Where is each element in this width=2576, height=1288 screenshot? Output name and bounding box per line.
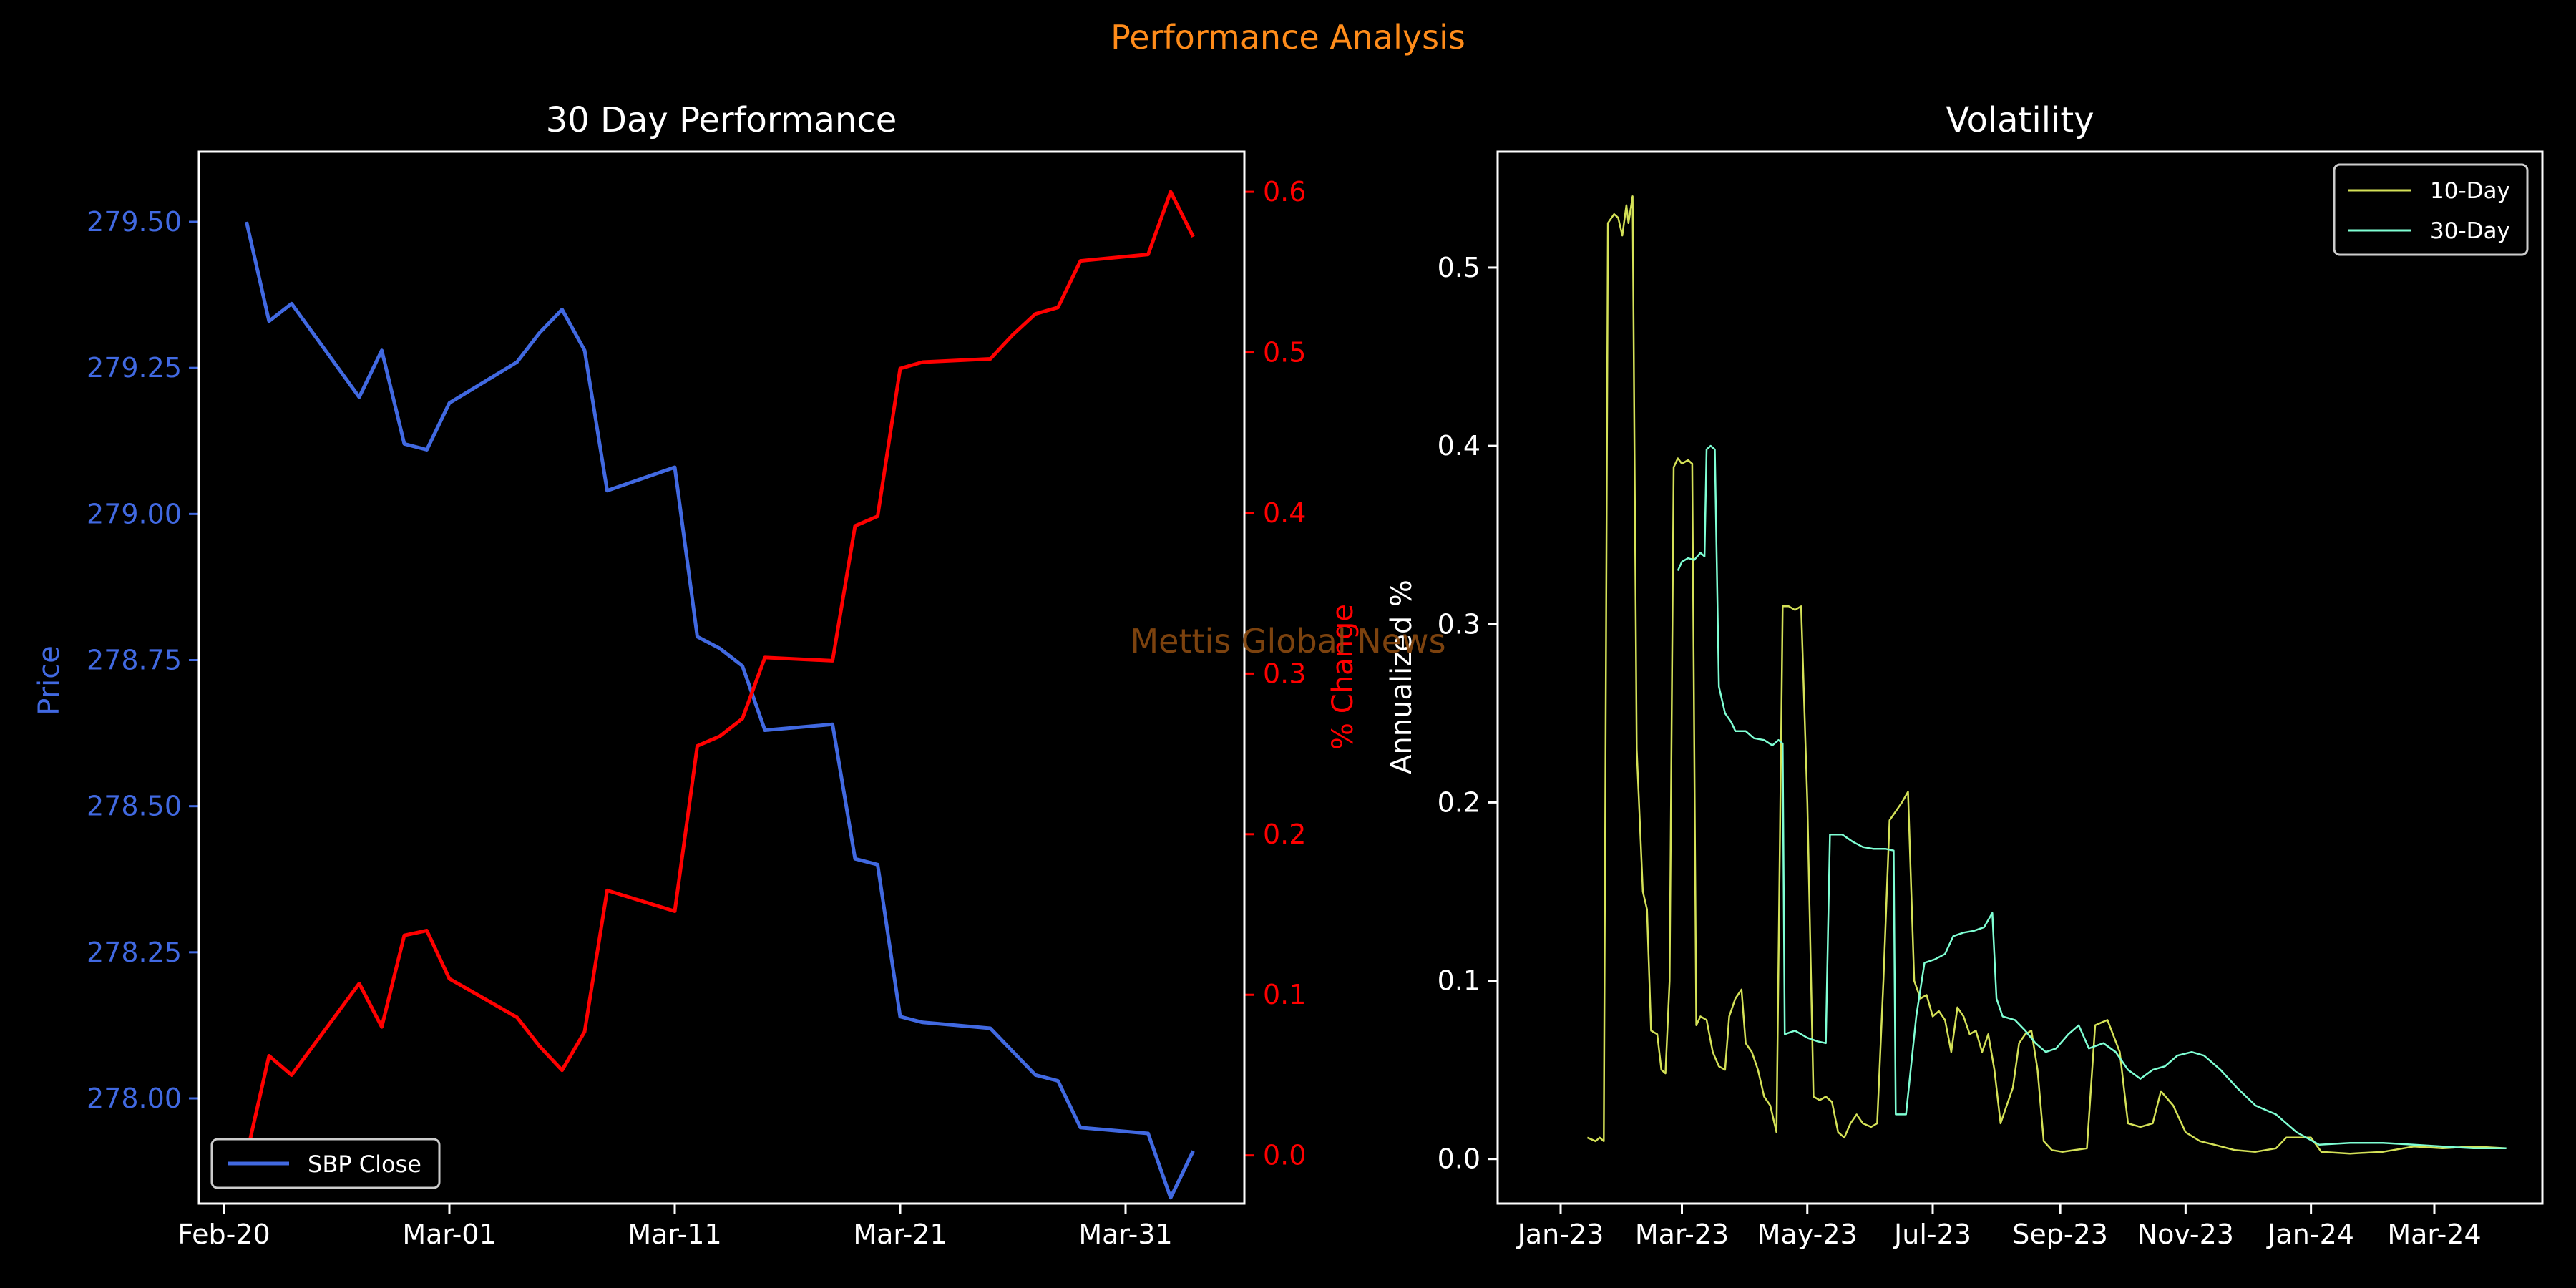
x-tick-label: Mar-24: [2387, 1219, 2481, 1250]
y-tick-label-left: 278.25: [87, 937, 182, 968]
x-tick-label: Nov-23: [2137, 1219, 2234, 1250]
left-legend: SBP Close: [210, 1138, 441, 1189]
x-tick-label: Mar-31: [1078, 1219, 1172, 1250]
left-axes-frame: [197, 150, 1246, 1205]
y-tick-label: 0.2: [1438, 786, 1480, 818]
y-tick-label-left: 279.25: [87, 352, 182, 384]
y-tick-label-right: 0.4: [1263, 497, 1306, 529]
volatility-y-axis-label: Annualized %: [1385, 580, 1418, 774]
y-tick-label-right: 0.6: [1263, 176, 1306, 208]
y-tick-label-right: 0.2: [1263, 819, 1306, 850]
x-tick-label: Mar-21: [853, 1219, 947, 1250]
x-tick-label: Feb-20: [177, 1219, 270, 1250]
y-tick-label-left: 279.50: [87, 206, 182, 238]
x-tick-label: Mar-11: [628, 1219, 721, 1250]
y-tick-label-right: 0.1: [1263, 979, 1306, 1010]
y-tick-label: 0.3: [1438, 608, 1480, 640]
x-tick-label: Jan-23: [1516, 1219, 1604, 1250]
watermark: Mettis Global News: [1130, 622, 1445, 660]
y-tick-label-left: 278.00: [87, 1083, 182, 1114]
series-line-10-day: [1586, 195, 2507, 1155]
y-tick-label-left: 278.50: [87, 791, 182, 822]
x-tick-label: Jan-24: [2266, 1219, 2354, 1250]
figure-title: Performance Analysis: [1111, 18, 1465, 57]
right-legend-box: [2333, 163, 2529, 256]
series-line-pct-change: [245, 190, 1195, 1156]
right-chart-title: Volatility: [1946, 100, 2094, 140]
left-y-axis-label: Price: [33, 645, 66, 716]
y-tick-label-right: 0.5: [1263, 337, 1306, 369]
series-line-30-day: [1677, 444, 2507, 1150]
legend-label-sbp-close: SBP Close: [308, 1151, 421, 1178]
y-tick-label-left: 278.75: [87, 645, 182, 676]
y-tick-label: 0.1: [1438, 965, 1480, 997]
left-chart-title: 30 Day Performance: [546, 100, 897, 140]
x-tick-label: May-23: [1757, 1219, 1858, 1250]
y-tick-label-right: 0.3: [1263, 658, 1306, 689]
legend-label-30-day: 30-Day: [2430, 218, 2510, 244]
x-tick-label: Sep-23: [2012, 1219, 2108, 1250]
y-tick-label: 0.4: [1438, 430, 1480, 462]
right-y-axis-label: % Change: [1327, 604, 1360, 750]
x-tick-label: Jul-23: [1893, 1219, 1971, 1250]
y-tick-label-left: 279.00: [87, 498, 182, 530]
x-tick-label: Mar-23: [1635, 1219, 1729, 1250]
left-legend-box: [210, 1138, 441, 1189]
right-legend: 10-Day 30-Day: [2333, 163, 2529, 256]
x-tick-label: Mar-01: [402, 1219, 496, 1250]
price-change-plot: Feb-20 Mar-01 Mar-11 Mar-21 Mar-31 278.00 278.…: [87, 176, 1306, 1250]
volatility-plot: Jan-23 Mar-23 May-23 Jul-23 Sep-23 Nov-23 Jan-…: [1438, 195, 2507, 1250]
series-line-sbp-close: [245, 221, 1195, 1200]
y-tick-label-right: 0.0: [1263, 1140, 1306, 1171]
y-tick-label: 0.5: [1438, 252, 1480, 283]
right-axes-frame: [1496, 150, 2544, 1205]
y-tick-label: 0.0: [1438, 1143, 1480, 1175]
legend-label-10-day: 10-Day: [2430, 178, 2510, 204]
